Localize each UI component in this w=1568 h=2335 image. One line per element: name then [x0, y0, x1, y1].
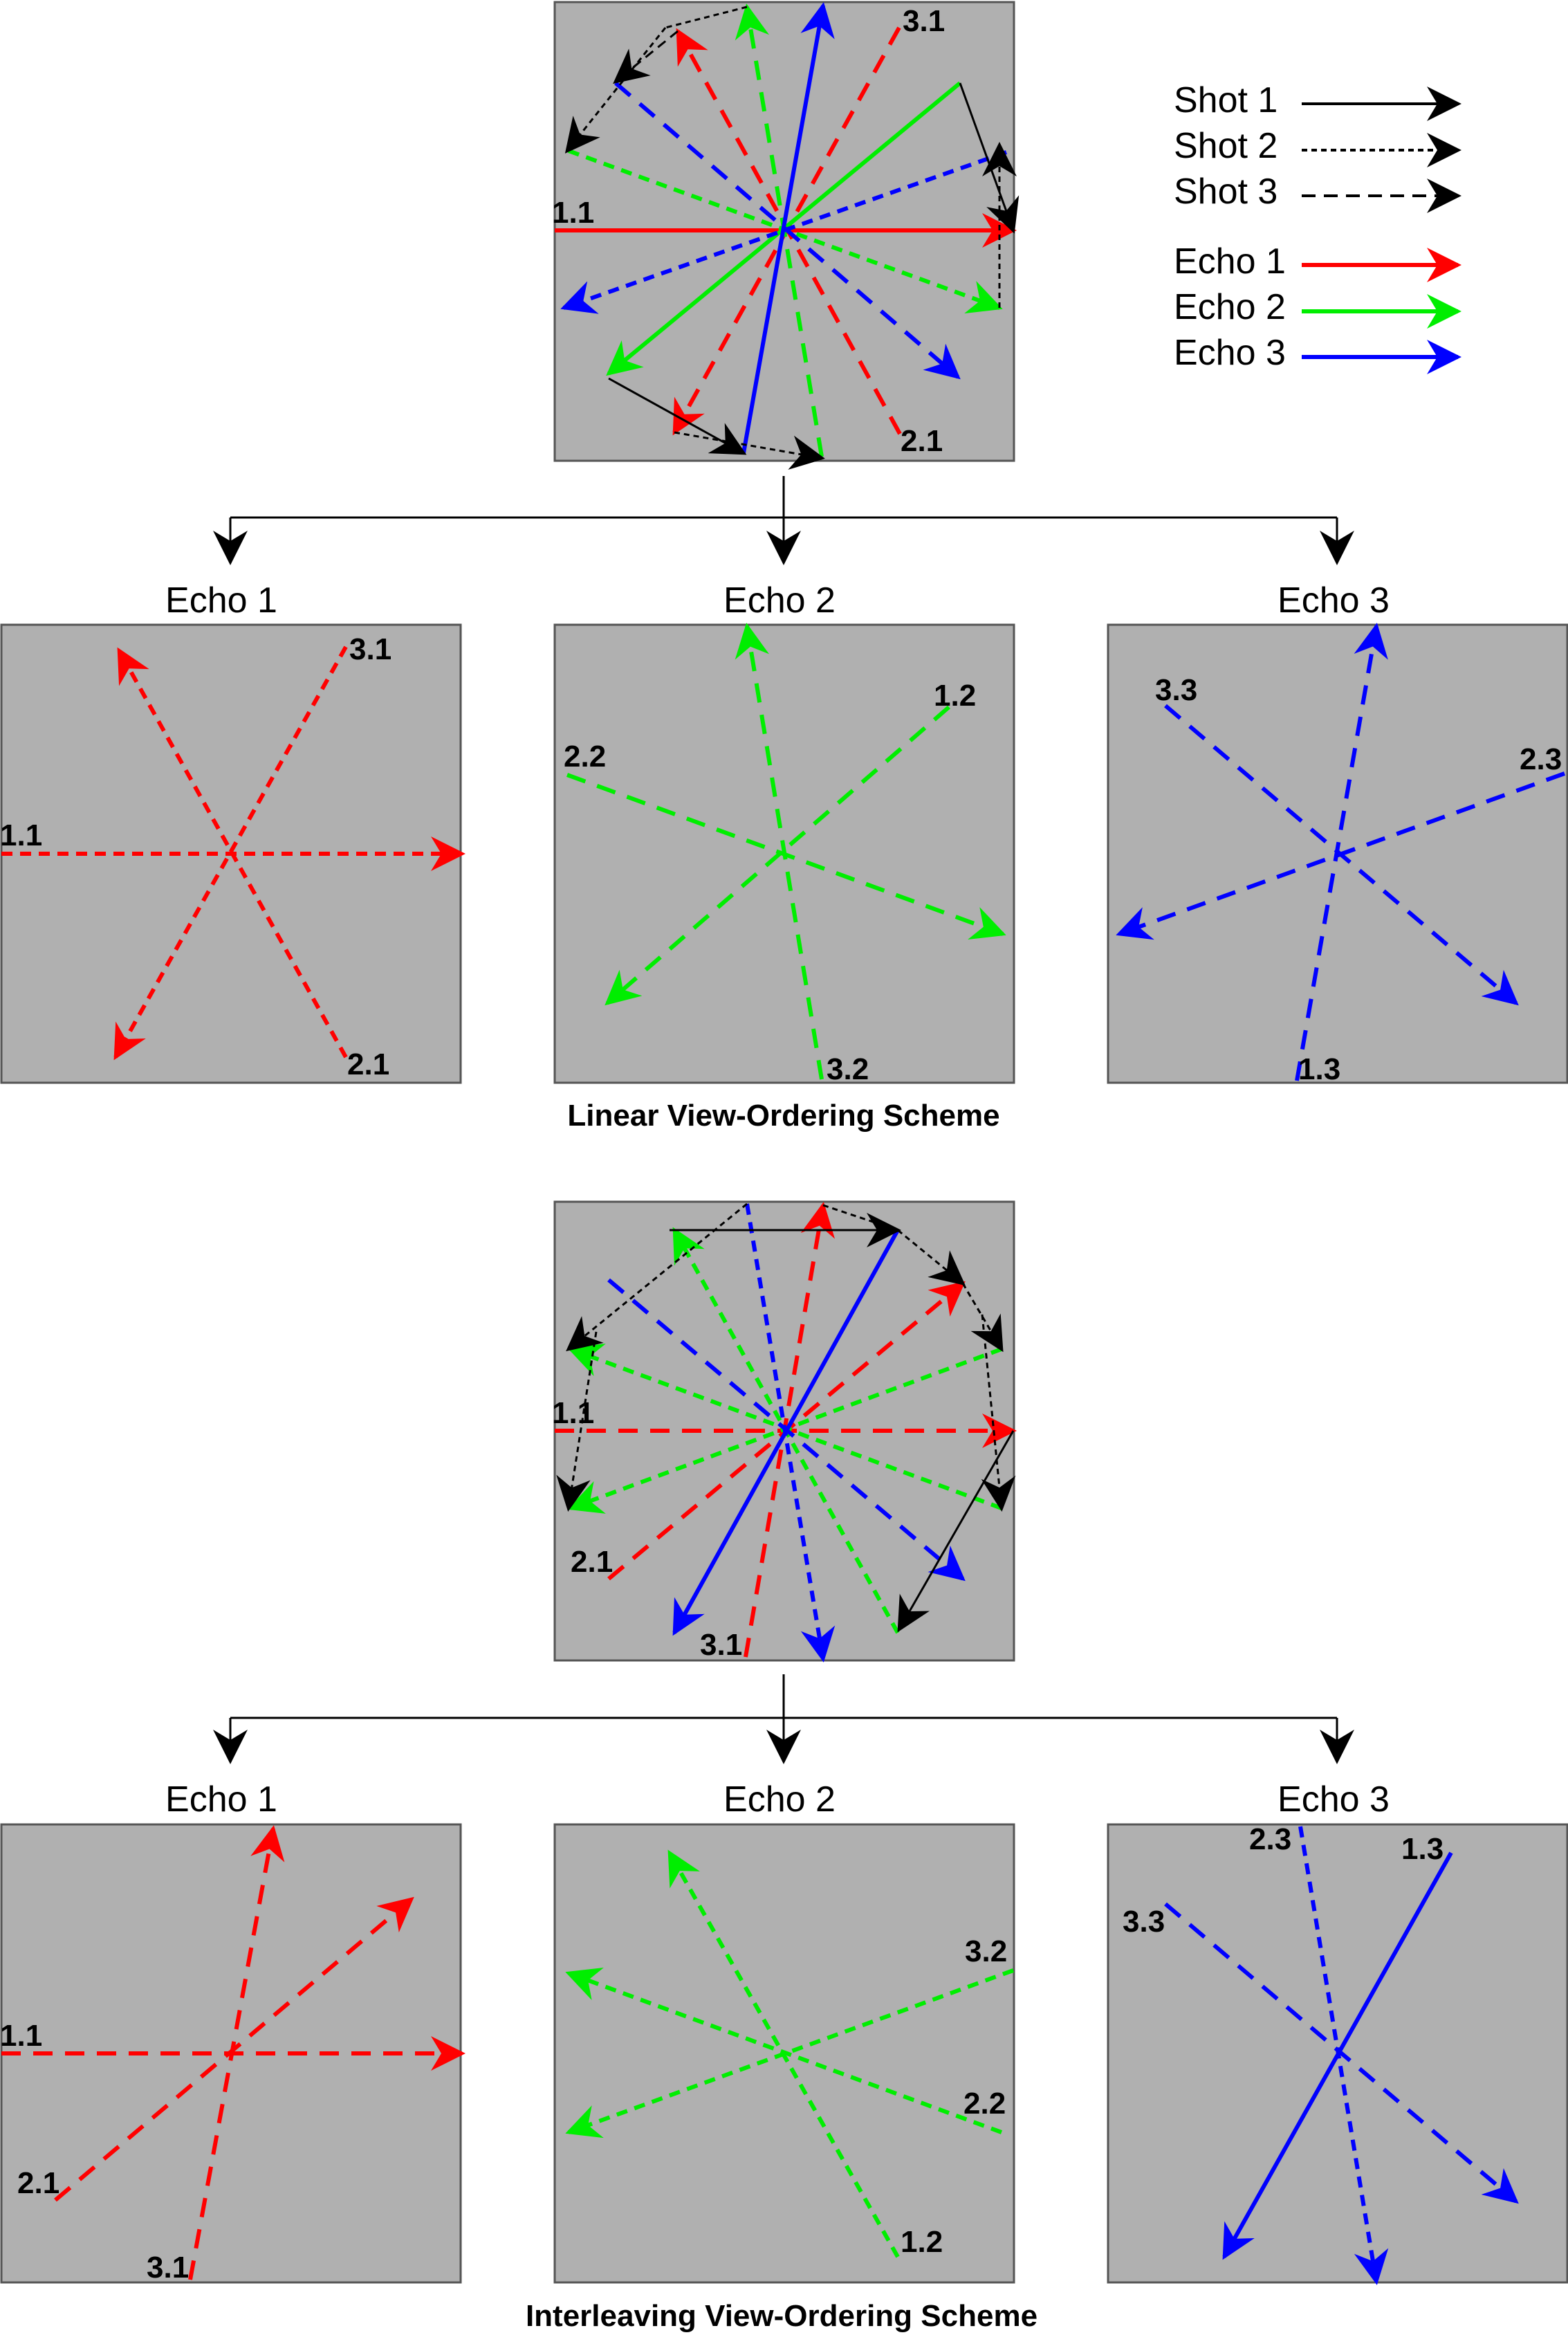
linear-scheme-caption: Linear View-Ordering Scheme	[567, 1099, 999, 1133]
linear-echo1-panel: 3.1 1.1 2.1	[0, 623, 465, 1084]
linear-echo1-line-3.1	[113, 645, 348, 1061]
linear-combined-label: 3.1	[903, 4, 945, 38]
interleaving-echo2-label: 3.2	[965, 1934, 1007, 1968]
legend-echo2-label: Echo 2	[1174, 287, 1286, 327]
linear-echo3-label: 1.3	[1298, 1052, 1340, 1086]
interleaving-echo2-panel: 3.2 2.2 1.2	[553, 1823, 1015, 2284]
interleaving-trajectory-segment	[897, 1229, 966, 1286]
legend-shot3-label: Shot 3	[1174, 172, 1278, 212]
interleaving-echo3-title: Echo 3	[1278, 1779, 1390, 1820]
linear-echo2-label: 3.2	[827, 1052, 869, 1086]
linear-echo2-panel: 1.2 2.2 3.2	[553, 623, 1015, 1086]
linear-echo2-title: Echo 2	[723, 580, 836, 621]
interleaving-echo2-label: 2.2	[963, 2087, 1006, 2121]
linear-echo3-label: 2.3	[1520, 742, 1562, 776]
interleaving-echo2-label: 1.2	[901, 2225, 943, 2259]
interleaving-trajectory-segment	[897, 1430, 1015, 1633]
interleaving-combined-label: 1.1	[552, 1396, 594, 1430]
linear-echo1-label: 2.1	[347, 1047, 389, 1081]
linear-trajectory-segment	[608, 377, 747, 455]
legend-echo1-label: Echo 1	[1174, 241, 1286, 282]
linear-trajectory-segment	[665, 6, 748, 29]
legend-shot1-label: Shot 1	[1174, 80, 1278, 120]
linear-echo3-line-3.3	[1164, 704, 1519, 1006]
interleaving-echo3-line-3.3	[1164, 1902, 1519, 2204]
linear-echo1-label: 1.1	[0, 818, 42, 852]
linear-combined-line-3.3	[614, 81, 961, 380]
interleaving-echo2-line-3.2	[565, 1968, 1015, 2139]
linear-combined-label: 1.1	[552, 196, 594, 230]
linear-trajectory-segment	[613, 30, 679, 84]
linear-combined-label: 2.1	[901, 424, 943, 458]
legend-shot2-label: Shot 2	[1174, 126, 1278, 166]
linear-echo3-panel: 3.3 2.3 1.3	[1107, 623, 1568, 1086]
interleaving-trajectory-segment	[556, 1331, 598, 1512]
legend-echo3-label: Echo 3	[1174, 333, 1286, 373]
interleaving-combined-label: 3.1	[700, 1628, 742, 1662]
interleaving-echo1-panel: 1.1 2.1 3.1	[0, 1823, 465, 2284]
interleaving-echo2-line-2.2	[565, 1968, 1003, 2134]
linear-echo2-label: 1.2	[934, 679, 976, 713]
interleaving-echo1-label: 3.1	[147, 2251, 189, 2284]
interleaving-scheme-caption: Interleaving View-Ordering Scheme	[526, 2299, 1037, 2333]
linear-splitter	[213, 476, 1354, 565]
linear-echo2-line-1.2	[605, 705, 950, 1006]
linear-combined-line-1.3	[741, 2, 835, 454]
interleaving-echo1-title: Echo 1	[165, 1779, 277, 1820]
legend: Shot 1 Shot 2 Shot 3 Echo 1 Echo 2 Echo …	[1174, 80, 1461, 374]
interleaving-echo2-title: Echo 2	[723, 1779, 836, 1820]
interleaving-trajectory-segment	[822, 1204, 898, 1231]
interleaving-echo1-label: 2.1	[17, 2166, 59, 2200]
linear-echo3-title: Echo 3	[1278, 580, 1390, 621]
interleaving-echo3-panel: 2.3 1.3 3.3	[1107, 1822, 1568, 2285]
interleaving-echo3-label: 3.3	[1123, 1905, 1165, 1939]
interleaving-combined-panel: 1.1 2.1 3.1	[552, 1200, 1017, 1663]
linear-echo2-label: 2.2	[564, 740, 606, 773]
interleaving-echo3-label: 1.3	[1401, 1832, 1444, 1866]
linear-echo1-label: 3.1	[349, 632, 391, 666]
linear-trajectory-segment	[564, 27, 667, 154]
interleaving-echo3-label: 2.3	[1249, 1822, 1291, 1856]
interleaving-echo1-line-3.1	[188, 1825, 285, 2280]
interleaving-splitter	[213, 1674, 1354, 1764]
linear-echo2-line-3.2	[735, 623, 824, 1080]
interleaving-echo3-line-2.3	[1298, 1826, 1389, 2285]
linear-echo3-label: 3.3	[1155, 673, 1197, 707]
interleaving-combined-label: 2.1	[571, 1545, 613, 1579]
interleaving-echo1-label: 1.1	[0, 2019, 42, 2053]
linear-echo1-title: Echo 1	[165, 580, 277, 621]
interleaving-trajectory-segment	[981, 1314, 1016, 1512]
interleaving-combined-line-3.3	[607, 1278, 966, 1582]
interleaving-trajectory-segment	[961, 1283, 1004, 1353]
linear-combined-panel: 3.1 1.1 2.1	[552, 1, 1020, 470]
linear-echo1-line-2.1	[117, 647, 348, 1059]
